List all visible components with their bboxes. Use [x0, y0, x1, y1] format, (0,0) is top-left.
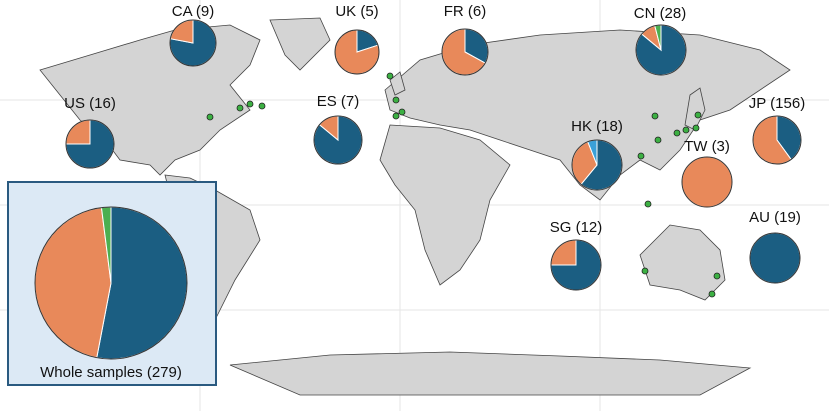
pie-label: CA (9) — [172, 3, 215, 20]
pie-label: UK (5) — [335, 3, 378, 20]
pie-outline — [34, 206, 188, 360]
pie-outline — [169, 19, 217, 67]
pie-outline — [334, 29, 380, 75]
pie-outline — [65, 119, 115, 169]
pie-label: ES (7) — [317, 93, 360, 110]
pie-outline — [752, 115, 802, 165]
pie-outline — [681, 156, 733, 208]
pie-label: AU (19) — [749, 209, 801, 226]
pie-outline — [749, 232, 801, 284]
pie-outline — [441, 28, 489, 76]
sample-sites — [206, 72, 721, 298]
pie-label: TW (3) — [684, 138, 730, 155]
pie-label: US (16) — [64, 95, 116, 112]
pie-outline — [313, 115, 363, 165]
pie-label: HK (18) — [571, 118, 623, 135]
pie-label: FR (6) — [444, 3, 487, 20]
pie-outline — [571, 139, 623, 191]
pie-outline — [550, 239, 602, 291]
pie-label: JP (156) — [749, 95, 805, 112]
pie-label: SG (12) — [550, 219, 603, 236]
pie-label: Whole samples (279) — [40, 364, 182, 381]
pie-outline — [635, 24, 687, 76]
land — [39, 17, 791, 396]
pie-label: CN (28) — [634, 5, 687, 22]
